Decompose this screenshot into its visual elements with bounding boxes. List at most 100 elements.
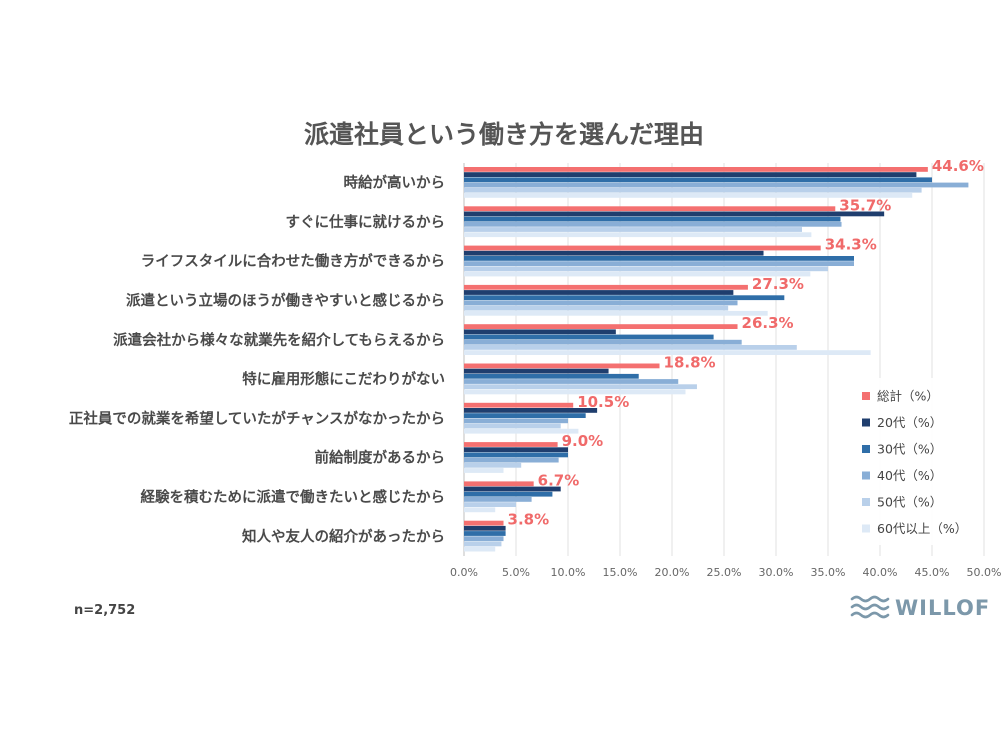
bar: [464, 373, 639, 379]
bar: [464, 324, 738, 329]
bar: [464, 300, 738, 306]
legend-label: 30代（%）: [877, 442, 942, 457]
bar: [464, 290, 734, 295]
bar: [464, 457, 559, 463]
category-label: 経験を積むために派遣で働きたいと感じたから: [141, 488, 446, 506]
x-tick-label: 20.0%: [655, 566, 690, 579]
x-tick-label: 35.0%: [811, 566, 846, 579]
bar: [464, 172, 917, 177]
x-tick-label: 50.0%: [967, 566, 1002, 579]
bar: [464, 295, 785, 301]
bar: [464, 520, 504, 526]
bar: [464, 177, 932, 183]
bar: [464, 525, 506, 531]
bar: [464, 408, 598, 413]
bar: [464, 363, 660, 369]
bar: [464, 486, 561, 492]
category-label: ライフスタイルに合わせた働き方ができるから: [141, 252, 445, 270]
bar: [464, 206, 836, 212]
bar: [464, 227, 802, 232]
x-tick-label: 15.0%: [603, 566, 638, 579]
legend-swatch: [862, 418, 870, 427]
x-tick-label: 10.0%: [551, 566, 586, 579]
willof-logo: WILLOF: [850, 595, 989, 620]
bar: [464, 334, 714, 340]
legend-label: 40代（%）: [877, 468, 942, 483]
legend-label: 20代（%）: [877, 415, 942, 430]
data-label: 35.7%: [839, 196, 891, 214]
bar: [464, 442, 558, 447]
bar: [464, 245, 821, 251]
bar: [464, 305, 729, 311]
legend-swatch: [862, 471, 870, 480]
bar: [464, 221, 842, 227]
bar: [464, 497, 532, 502]
bar: [464, 261, 854, 266]
bar: [464, 384, 697, 390]
bar: [464, 491, 553, 497]
data-label: 10.5%: [577, 393, 629, 411]
data-label: 34.3%: [825, 236, 877, 254]
category-label: 時給が高いから: [344, 174, 446, 192]
category-label: 特に雇用形態にこだわりがない: [242, 370, 445, 388]
legend-swatch: [862, 524, 870, 533]
data-label: 3.8%: [508, 511, 550, 529]
bar: [464, 389, 686, 395]
bar: [464, 167, 928, 172]
category-label: 派遣会社から様々な就業先を紹介してもらえるから: [113, 331, 445, 349]
chart-title: 派遣社員という働き方を選んだ理由: [304, 120, 704, 149]
bar: [464, 250, 764, 256]
category-label: 知人や友人の紹介があったから: [242, 527, 445, 545]
bar: [464, 266, 828, 272]
x-axis-ticks: 0.0% 5.0% 10.0% 15.0% 20.0% 25.0% 30.0% 35.0% 40…: [450, 566, 1001, 579]
legend-box: [848, 378, 980, 545]
bar: [464, 447, 568, 453]
bar: [464, 536, 504, 542]
legend-label: 60代以上（%）: [877, 521, 967, 536]
legend-label: 総計（%）: [877, 389, 939, 404]
legend-label: 50代（%）: [877, 495, 942, 510]
data-label: 9.0%: [562, 432, 604, 450]
x-tick-label: 40.0%: [863, 566, 898, 579]
bar: [464, 541, 502, 547]
data-label: 27.3%: [752, 275, 804, 293]
data-label: 18.8%: [664, 354, 716, 372]
bar: [464, 216, 841, 222]
bar: [464, 339, 742, 345]
category-label: 正社員での就業を希望していたがチャンスがなかったから: [69, 409, 445, 427]
bar: [464, 423, 561, 429]
category-labels: 時給が高いからすぐに仕事に就けるからライフスタイルに合わせた働き方ができるから派…: [69, 174, 445, 546]
x-tick-label: 30.0%: [759, 566, 794, 579]
bar: [464, 462, 522, 468]
bar: [464, 481, 534, 487]
x-tick-label: 25.0%: [707, 566, 742, 579]
bar: [464, 413, 586, 418]
category-label: 派遣という立場のほうが働きやすいと感じるから: [126, 292, 445, 310]
bar: [464, 428, 579, 434]
bar: [464, 468, 504, 473]
bars: [464, 167, 969, 552]
category-label: すぐに仕事に就けるから: [286, 213, 446, 231]
x-tick-label: 0.0%: [450, 566, 478, 579]
legend-swatch: [862, 498, 870, 506]
bar: [464, 368, 609, 374]
bar: [464, 256, 854, 261]
data-label: 44.6%: [932, 157, 984, 175]
bar: [464, 531, 506, 536]
data-labels: 44.6% 35.7% 34.3% 27.3% 26.3% 18.8% 10.5% 9.0% 6…: [508, 157, 984, 529]
bar: [464, 418, 568, 424]
bar: [464, 546, 496, 552]
x-tick-label: 45.0%: [915, 566, 950, 579]
bar: [464, 507, 496, 513]
sample-size-note: n=2,752: [74, 603, 135, 618]
bar: [464, 452, 568, 458]
bar: [464, 284, 748, 290]
category-label: 前給制度があるから: [315, 449, 446, 467]
bar: [464, 402, 574, 408]
legend-swatch: [862, 392, 870, 400]
x-tick-label: 5.0%: [502, 566, 530, 579]
legend-swatch: [862, 445, 870, 453]
bar: [464, 232, 812, 238]
bar: [464, 329, 616, 335]
